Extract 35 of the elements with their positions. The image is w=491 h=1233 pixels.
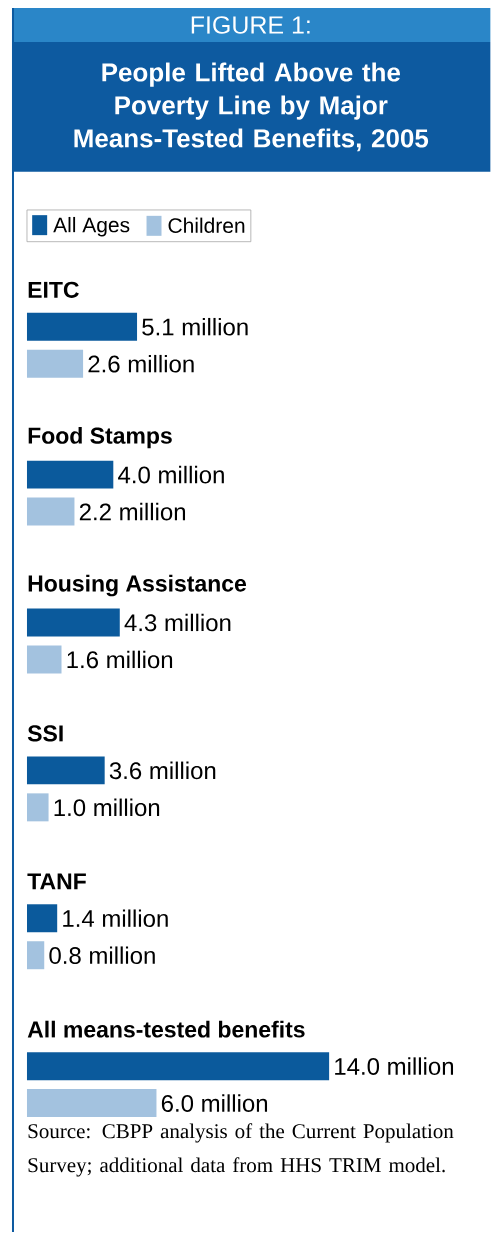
chart-subtitle: People Lifted Above the Poverty Line by Major Means-Tested Benefits, 2005 [74,62,429,152]
data-label: 2.6 million [88,354,194,373]
data-label: 5.1 million [142,317,248,336]
data-label: 6.0 million [162,1094,268,1112]
bar [27,497,75,526]
data-label: 3.6 million [109,761,216,780]
y-tick-label: TANF [27,873,87,890]
y-tick-label: Food Stamps [28,426,172,449]
data-label: 4.3 million [124,613,231,632]
bar [27,645,62,674]
legend-label: Children [168,217,245,234]
y-tick-label: EITC [28,281,80,298]
source-note: Source: CBPP analysis of the Current Population Survey; additional data from HHS TRIM model. [28,1123,454,1177]
bar [27,904,58,933]
bar [27,1052,330,1081]
bar [27,460,114,489]
chart-title: FIGURE 1: [191,16,310,34]
bar [27,1089,157,1118]
data-label: 2.2 million [80,502,186,521]
bar [27,756,105,785]
bar [27,349,84,378]
data-label: 14.0 million [335,1057,454,1075]
data-label: 1.0 million [54,798,160,817]
y-tick-label: Housing Assistance [28,574,247,597]
legend-label: All Ages [53,216,130,237]
data-label: 0.8 million [49,946,155,965]
bar [27,793,49,822]
bar [27,608,120,637]
data-label: 4.0 million [118,465,225,484]
bar [27,941,45,970]
data-label: 1.4 million [63,909,168,928]
y-tick-label: All means-tested benefits [27,1020,305,1038]
bar [27,312,138,341]
data-label: 1.6 million [67,650,173,669]
y-tick-label: SSI [28,725,63,742]
